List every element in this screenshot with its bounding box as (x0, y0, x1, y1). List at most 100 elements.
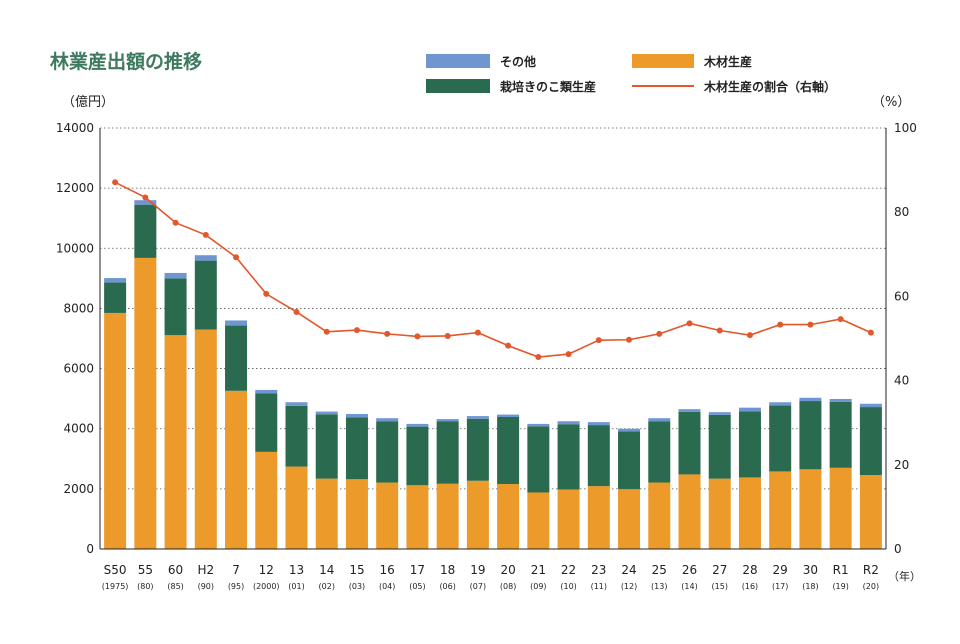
x-axis-unit: （年） (888, 569, 921, 583)
gridlines (100, 127, 886, 490)
share-point (595, 337, 602, 344)
bar-timber (315, 478, 338, 549)
share-point (112, 179, 119, 186)
y-tick-label-right: 40 (894, 374, 909, 388)
y-tick-label-right: 100 (894, 121, 917, 135)
x-tick-label: 28 (742, 563, 757, 577)
x-tick-sublabel: (16) (742, 582, 758, 591)
y-axis-right-ticks: 0 20 40 60 80 100 (894, 121, 917, 556)
bar-mushroom (345, 417, 368, 480)
share-point (746, 332, 753, 339)
y-tick-label-left: 14000 (56, 121, 94, 135)
x-tick-sublabel: (08) (500, 582, 516, 591)
bar-mushroom (708, 414, 731, 479)
share-line-series (112, 179, 874, 361)
bar-other (194, 255, 217, 261)
bar-other (708, 412, 731, 415)
legend-label-mushroom: 栽培きのこ類生産 (500, 79, 596, 94)
share-point (535, 354, 542, 361)
x-tick-sublabel: (09) (530, 582, 546, 591)
bar-series (104, 200, 882, 549)
x-tick-label: 18 (440, 563, 455, 577)
x-tick-label: 27 (712, 563, 727, 577)
y-axis-right-unit: （%） (872, 95, 910, 110)
bar-other (466, 416, 489, 419)
share-point (384, 330, 391, 337)
share-point (353, 327, 360, 334)
y-tick-label-left: 6000 (63, 362, 94, 376)
bar-other (315, 411, 338, 415)
bar-timber (678, 474, 701, 549)
share-point (867, 329, 874, 336)
x-tick-sublabel: (90) (198, 582, 214, 591)
y-tick-label-right: 80 (894, 205, 909, 219)
share-point (686, 320, 693, 327)
bar-timber (466, 480, 489, 549)
legend-label-share: 木材生産の割合（右軸） (703, 79, 836, 94)
bar-timber (708, 478, 731, 549)
bar-other (436, 419, 459, 422)
x-tick-label: 25 (652, 563, 667, 577)
bar-timber (829, 467, 852, 549)
y-tick-label-right: 60 (894, 289, 909, 303)
bar-timber (134, 257, 157, 549)
bar-mushroom (194, 260, 217, 330)
bar-mushroom (376, 421, 399, 483)
x-tick-label: 26 (682, 563, 697, 577)
x-tick-sublabel: (15) (712, 582, 728, 591)
legend-swatch-other (426, 54, 490, 68)
x-tick-sublabel: (10) (560, 582, 576, 591)
legend-label-timber: 木材生産 (703, 54, 752, 69)
bar-mushroom (497, 416, 520, 485)
x-axis-labels: S50 (1975) 55 (80) 60 (85) H2 (90) 7 (95) 12 (2000)… (102, 563, 879, 591)
bar-timber (527, 492, 550, 549)
x-tick-sublabel: (1975) (102, 582, 129, 591)
x-tick-sublabel: (01) (288, 582, 304, 591)
bar-timber (557, 489, 580, 549)
bar-timber (345, 479, 368, 549)
x-tick-label: H2 (197, 563, 214, 577)
x-tick-label: 14 (319, 563, 334, 577)
x-tick-label: 12 (259, 563, 274, 577)
x-tick-label: R2 (863, 563, 879, 577)
x-tick-label: 17 (410, 563, 425, 577)
share-point (807, 321, 814, 328)
x-tick-sublabel: (85) (167, 582, 183, 591)
bar-timber (225, 390, 248, 549)
share-point (716, 327, 723, 334)
axes (99, 128, 887, 550)
bar-mushroom (648, 421, 671, 483)
x-tick-label: 29 (773, 563, 788, 577)
share-line (114, 181, 872, 358)
x-tick-sublabel: (2000) (253, 582, 280, 591)
x-tick-sublabel: (04) (379, 582, 395, 591)
x-tick-label: 15 (349, 563, 364, 577)
x-tick-label: 16 (380, 563, 395, 577)
x-tick-sublabel: (03) (349, 582, 365, 591)
x-tick-sublabel: (11) (591, 582, 607, 591)
x-tick-label: 60 (168, 563, 183, 577)
share-point (323, 328, 330, 335)
x-tick-sublabel: (20) (863, 582, 879, 591)
x-tick-sublabel: (12) (621, 582, 637, 591)
chart-title: 林業産出額の推移 (50, 50, 202, 73)
share-point (293, 308, 300, 315)
y-axis-left-unit: （億円） (62, 94, 114, 110)
x-tick-label: 22 (561, 563, 576, 577)
x-tick-label: 7 (232, 563, 240, 577)
y-tick-label-left: 2000 (63, 482, 94, 496)
bar-other (859, 403, 882, 408)
bar-other (648, 418, 671, 422)
bar-timber (406, 485, 429, 549)
bar-timber (164, 335, 187, 549)
bar-timber (738, 477, 761, 549)
bar-other (557, 421, 580, 425)
x-tick-label: 23 (591, 563, 606, 577)
bar-mushroom (587, 425, 610, 487)
share-point (777, 321, 784, 328)
bar-timber (255, 451, 278, 549)
x-tick-sublabel: (17) (772, 582, 788, 591)
bar-mushroom (738, 411, 761, 478)
x-tick-sublabel: (80) (137, 582, 153, 591)
share-point (656, 330, 663, 337)
